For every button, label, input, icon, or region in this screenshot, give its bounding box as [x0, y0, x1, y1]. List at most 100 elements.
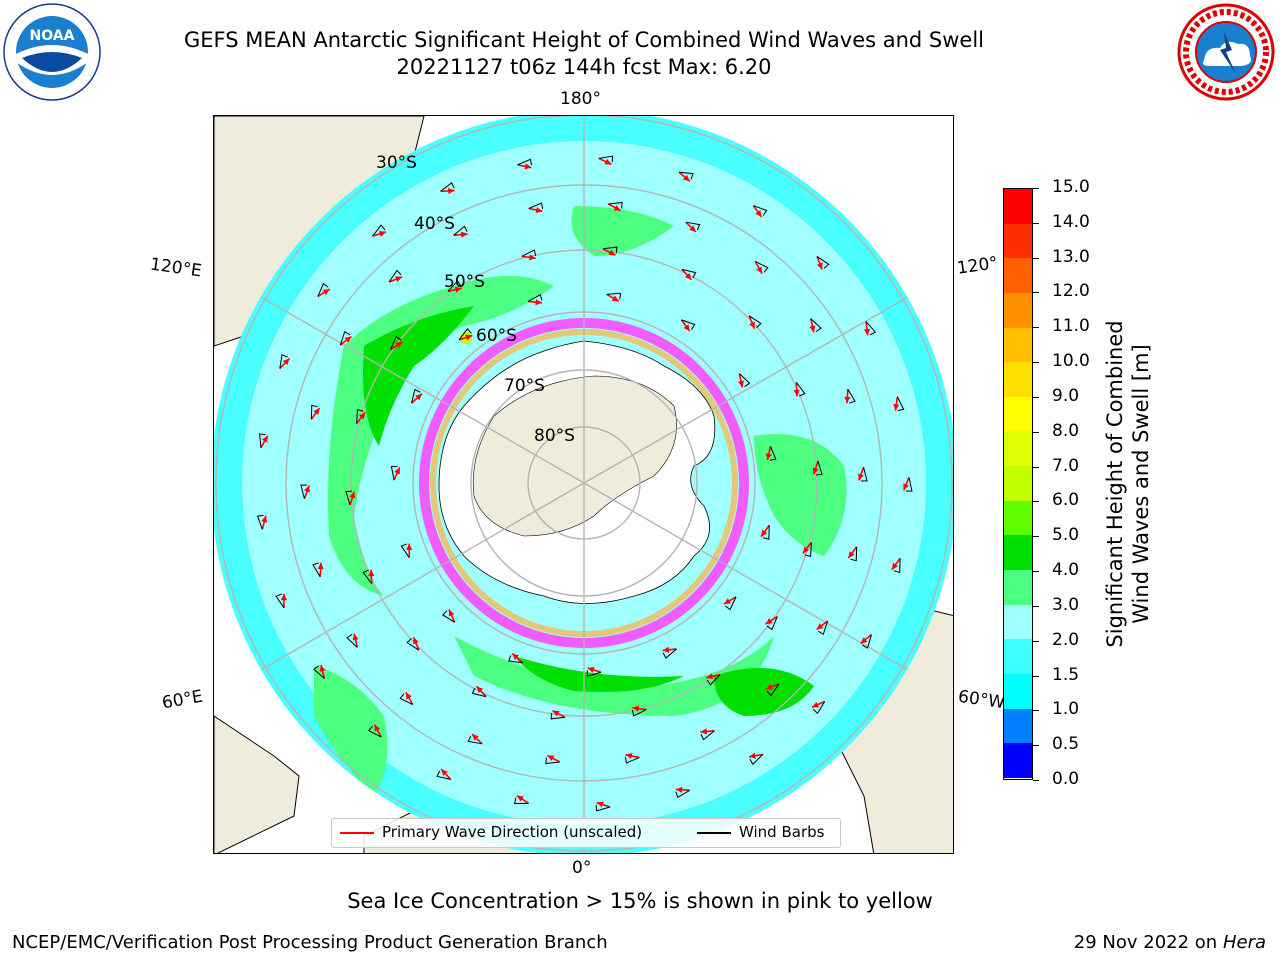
wind-barb — [508, 655, 523, 664]
credit-date-host: 29 Nov 2022 on Hera — [1074, 932, 1266, 953]
wind-barb — [471, 687, 487, 698]
wave-direction-arrowhead — [587, 666, 595, 673]
colorbar-tick-mark — [1033, 188, 1039, 189]
wave-direction-arrowhead — [368, 569, 375, 577]
wave-direction-arrowhead — [860, 637, 868, 644]
wind-barb — [521, 249, 537, 257]
colorbar-bin — [1004, 258, 1032, 293]
wind-barb — [279, 354, 288, 369]
wave-direction-arrowhead — [529, 254, 536, 261]
wind-barb — [762, 525, 770, 540]
wave-direction-arrowhead — [738, 380, 744, 388]
wind-barb — [766, 616, 778, 631]
colorbar-tick-label: 0.0 — [1052, 769, 1080, 789]
map-canvas: 30°S 40°S 50°S 60°S 70°S 80°S — [214, 116, 953, 853]
wind-barb — [388, 269, 402, 283]
colorbar-tick-label: 0.5 — [1052, 734, 1080, 755]
wind-barb — [390, 465, 398, 481]
colorbar-tick-label: 1.0 — [1052, 699, 1080, 720]
wind-barb — [679, 171, 694, 180]
wave-direction-arrowhead — [844, 396, 851, 404]
wave-direction-arrowhead — [413, 637, 419, 645]
colorbar-tick-mark — [1033, 780, 1039, 781]
wind-barb — [681, 319, 696, 330]
colorbar-bin — [1004, 639, 1032, 674]
colorbar-tick-mark — [1033, 501, 1039, 503]
wind-barb — [317, 282, 329, 297]
wind-barb — [447, 280, 462, 292]
wave-direction-arrowhead — [765, 618, 773, 625]
colorbar-tick-label: 12.0 — [1052, 281, 1090, 302]
lat-label-80s: 80°S — [534, 426, 575, 446]
wind-barb — [399, 693, 413, 705]
wind-barb — [810, 318, 822, 332]
wind-barb — [275, 593, 285, 609]
wave-direction-arrowhead — [632, 705, 639, 712]
wave-direction-arrowhead — [378, 230, 386, 237]
polar-map: 30°S 40°S 50°S 60°S 70°S 80°S — [213, 115, 954, 854]
wave-direction-arrowhead — [683, 174, 690, 182]
wave-direction-arrowhead — [755, 210, 762, 218]
wave-direction-arrowhead — [448, 609, 455, 617]
wind-barb — [406, 638, 420, 651]
wind-barb — [748, 315, 762, 328]
wind-barb — [624, 756, 640, 764]
wind-barb-legend-label: Wind Barbs — [739, 823, 825, 841]
wind-barb — [313, 665, 325, 679]
lon-label-60w: 60°W — [956, 686, 1007, 714]
wind-barb — [545, 757, 560, 765]
wave-direction-arrowhead — [476, 686, 484, 693]
wave-direction-arrowhead — [684, 273, 692, 280]
wave-direction-arrowhead — [395, 276, 403, 283]
wave-direction-arrowhead — [863, 328, 870, 336]
colorbar-bin — [1004, 535, 1032, 571]
wave-direction-arrowhead — [374, 724, 381, 732]
wave-direction-arrowhead — [454, 286, 462, 293]
wave-direction-arrowhead — [765, 683, 773, 690]
wind-barb — [595, 804, 611, 812]
lat-label-50s: 50°S — [444, 272, 485, 292]
lat-label-60s: 60°S — [476, 326, 517, 346]
wind-barb — [896, 396, 905, 412]
colorbar-tick-mark — [1033, 571, 1039, 573]
wind-barb-legend-swatch — [697, 832, 731, 834]
wave-direction-arrowhead — [313, 407, 320, 415]
wind-barb — [675, 789, 691, 799]
wave-direction-arrowhead — [611, 295, 619, 302]
wind-barb — [706, 674, 721, 686]
wave-direction-arrowhead — [723, 598, 731, 605]
wave-direction-arrowhead — [802, 546, 810, 554]
wind-barb — [411, 388, 421, 404]
wave-direction-arrowhead — [903, 483, 909, 491]
wave-direction-legend-swatch — [340, 832, 374, 834]
wind-barb — [755, 261, 769, 273]
wave-direction-arrowhead — [394, 467, 400, 475]
lat-label-30s: 30°S — [376, 153, 417, 173]
wave-direction-arrowhead — [441, 769, 448, 776]
wave-direction-arrowhead — [613, 204, 621, 211]
wave-direction-arrowhead — [608, 249, 616, 256]
wave-direction-arrowhead — [765, 453, 772, 461]
wind-barb — [310, 404, 318, 420]
wave-direction-arrowhead — [349, 491, 356, 499]
colorbar-bin — [1004, 673, 1032, 709]
wave-direction-arrowhead — [675, 786, 683, 793]
noaa-logo-text: NOAA — [30, 28, 75, 44]
colorbar-bin — [1004, 743, 1032, 778]
wave-direction-arrowhead — [816, 623, 824, 630]
wave-direction-arrowhead — [816, 262, 823, 270]
wave-direction-arrowhead — [812, 467, 819, 475]
wind-barb — [346, 634, 358, 648]
wave-direction-arrowhead — [812, 701, 820, 708]
wind-barb — [700, 730, 715, 741]
wave-direction-arrowhead — [317, 562, 324, 570]
colorbar-bin — [1004, 362, 1032, 397]
credit-host: Hera — [1222, 932, 1266, 953]
colorbar-tick-label: 4.0 — [1052, 560, 1080, 581]
colorbar-bin — [1004, 604, 1032, 640]
wave-direction-arrowhead — [547, 755, 555, 762]
wave-direction-arrowhead — [358, 412, 366, 420]
wave-direction-arrowhead — [344, 336, 352, 343]
wave-direction-arrowhead — [749, 321, 755, 329]
wind-barb — [345, 490, 352, 506]
